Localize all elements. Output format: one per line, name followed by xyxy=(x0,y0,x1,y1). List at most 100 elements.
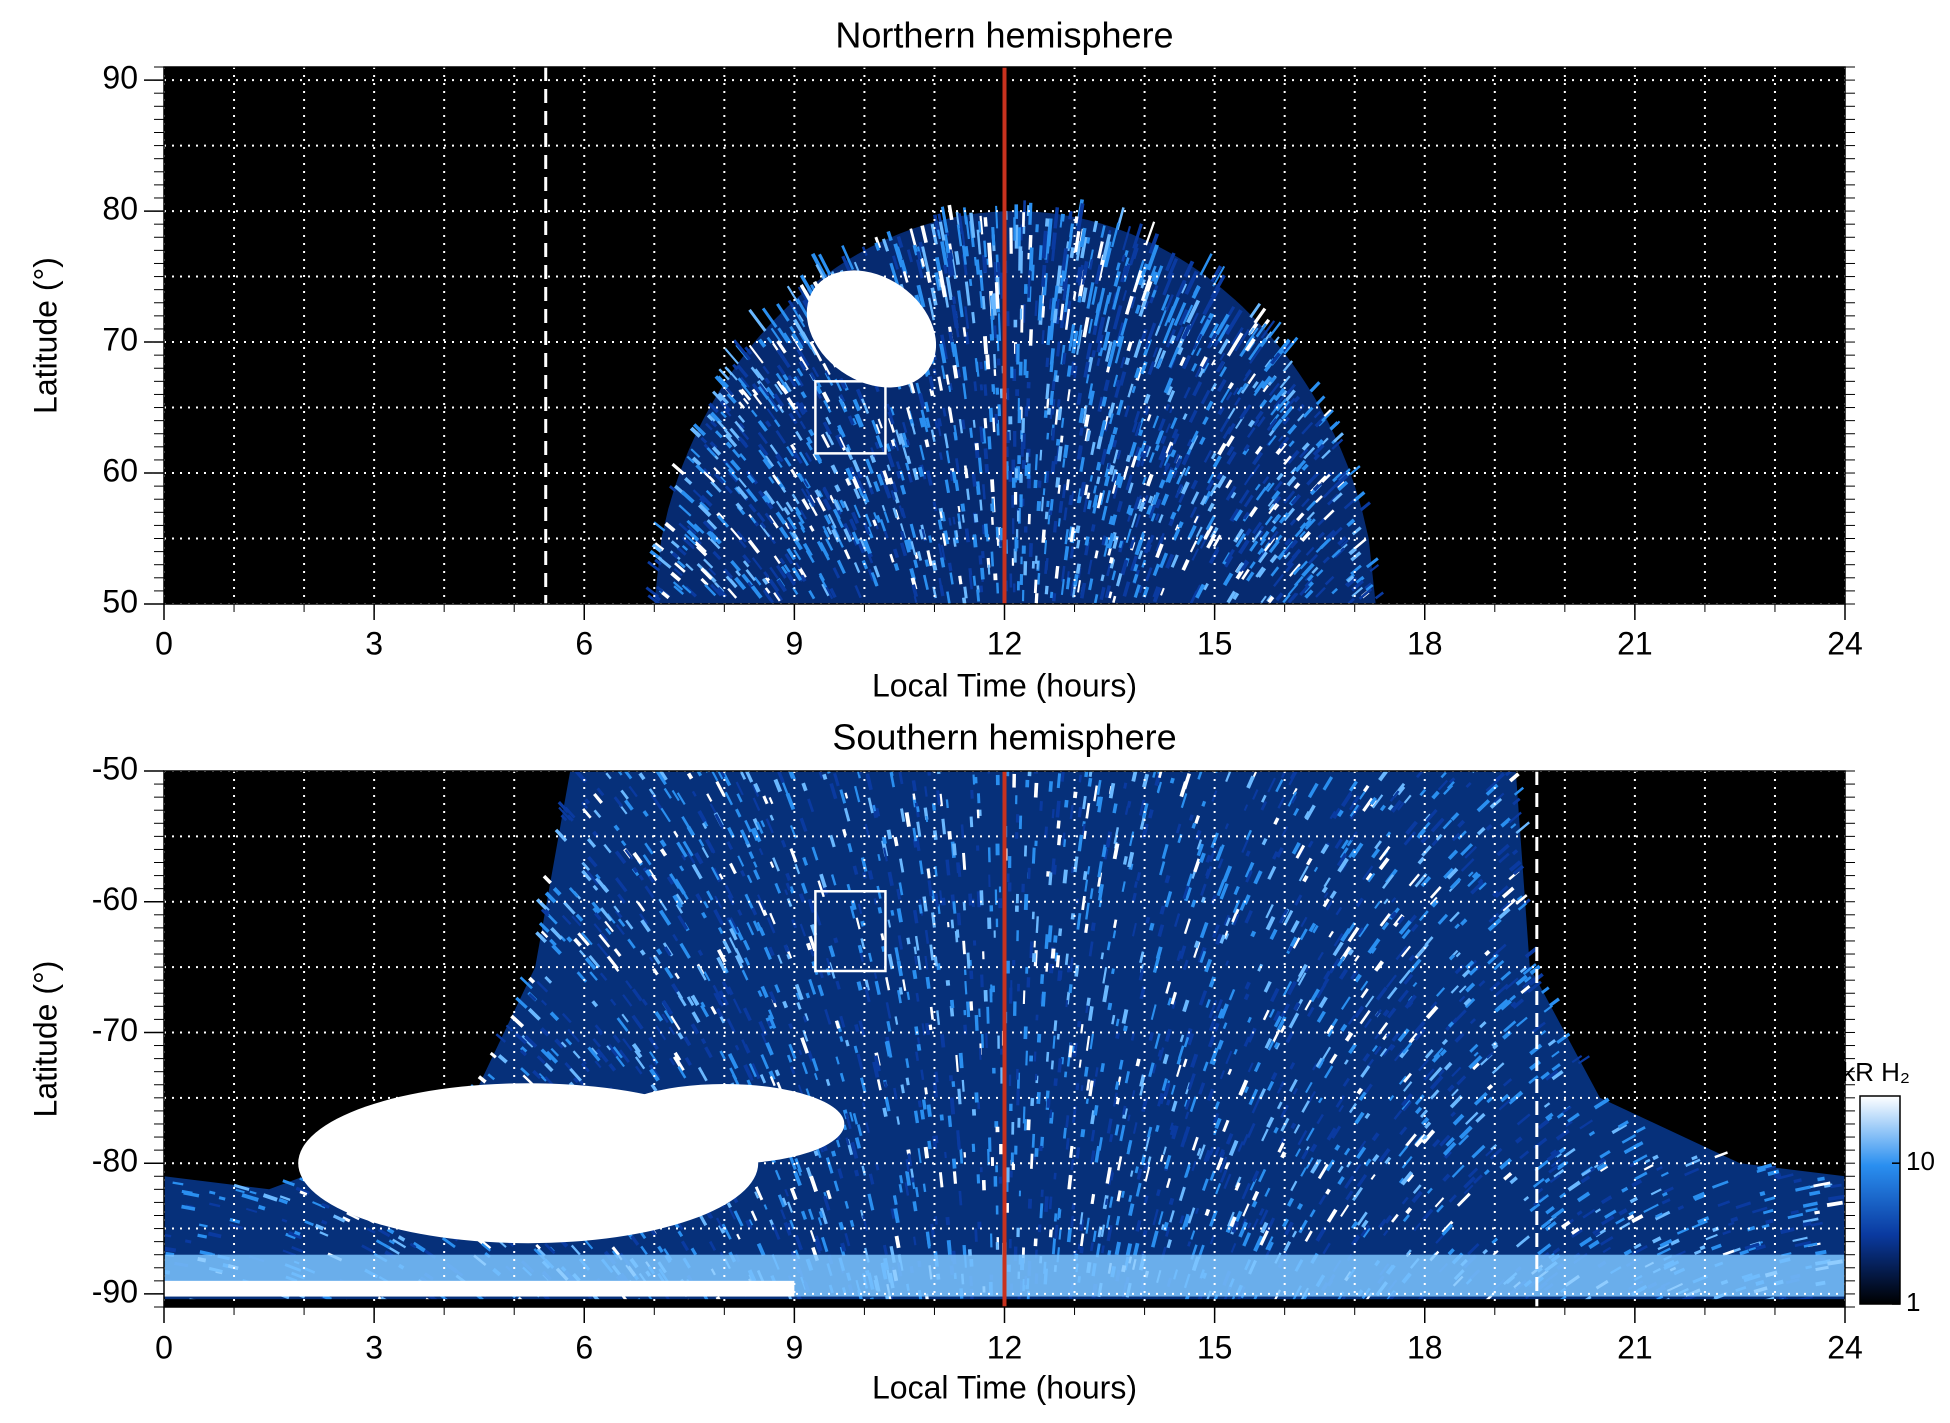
emission-streak xyxy=(1086,997,1091,1007)
emission-streak xyxy=(1188,409,1198,423)
emission-streak xyxy=(1121,1009,1129,1024)
emission-streak xyxy=(1038,245,1043,261)
emission-streak xyxy=(1244,1086,1250,1094)
emission-streak xyxy=(926,470,933,486)
emission-streak xyxy=(1108,591,1113,599)
emission-streak xyxy=(551,944,562,956)
emission-streak xyxy=(717,926,724,935)
emission-streak xyxy=(1169,777,1175,784)
emission-streak xyxy=(1079,456,1085,472)
emission-streak xyxy=(894,1016,899,1025)
emission-streak xyxy=(905,1170,912,1186)
emission-streak xyxy=(706,890,714,901)
emission-streak xyxy=(734,1044,740,1051)
emission-streak xyxy=(900,808,906,822)
emission-streak xyxy=(1094,264,1103,285)
emission-streak xyxy=(1138,799,1146,816)
emission-streak xyxy=(726,1202,732,1209)
emission-streak xyxy=(1193,858,1201,873)
emission-streak xyxy=(839,393,846,403)
emission-streak xyxy=(1040,496,1045,512)
emission-streak xyxy=(1277,797,1285,809)
emission-streak xyxy=(1076,539,1081,549)
emission-streak xyxy=(712,390,723,402)
emission-streak xyxy=(1060,771,1065,782)
emission-streak xyxy=(312,1201,326,1209)
emission-streak xyxy=(939,557,946,568)
emission-streak xyxy=(1076,1020,1082,1028)
emission-streak xyxy=(805,441,813,451)
emission-streak xyxy=(1092,1230,1097,1242)
emission-streak xyxy=(900,507,907,519)
emission-streak xyxy=(1266,418,1278,432)
emission-streak xyxy=(1145,567,1153,582)
emission-streak xyxy=(1145,473,1154,487)
emission-streak xyxy=(1102,331,1111,351)
emission-streak xyxy=(957,213,964,235)
emission-streak xyxy=(1492,943,1507,957)
emission-streak xyxy=(581,932,593,946)
emission-streak xyxy=(644,842,654,855)
emission-streak xyxy=(1336,955,1346,967)
emission-streak xyxy=(1369,796,1378,806)
emission-streak xyxy=(1171,1100,1178,1112)
emission-streak xyxy=(1787,1212,1804,1220)
emission-streak xyxy=(1101,535,1107,546)
emission-streak xyxy=(1357,927,1364,936)
emission-streak xyxy=(540,1027,550,1037)
emission-streak xyxy=(777,771,785,784)
emission-streak xyxy=(751,907,758,916)
emission-streak xyxy=(1070,1045,1075,1053)
emission-streak xyxy=(774,1169,781,1181)
emission-streak xyxy=(1321,409,1334,423)
emission-streak xyxy=(1049,1109,1053,1118)
emission-streak xyxy=(572,1077,580,1084)
emission-streak xyxy=(1116,500,1123,513)
emission-streak xyxy=(640,1245,648,1256)
emission-streak xyxy=(1408,954,1416,962)
emission-streak xyxy=(682,840,694,857)
emission-streak xyxy=(1442,819,1453,830)
emission-streak xyxy=(1372,1153,1380,1163)
emission-streak xyxy=(902,432,910,448)
emission-streak xyxy=(199,1250,213,1257)
emission-streak xyxy=(1224,1162,1230,1170)
emission-streak xyxy=(1056,341,1061,357)
emission-streak xyxy=(1656,1247,1671,1257)
emission-streak xyxy=(1116,1190,1122,1202)
emission-streak xyxy=(1343,791,1353,803)
emission-streak xyxy=(1304,1230,1313,1242)
emission-streak xyxy=(898,882,904,896)
emission-streak xyxy=(1472,1062,1480,1071)
emission-streak xyxy=(1631,1178,1643,1188)
emission-streak xyxy=(958,1052,964,1069)
emission-streak xyxy=(1129,243,1139,266)
emission-streak xyxy=(972,419,976,428)
emission-streak xyxy=(1268,382,1280,397)
emission-streak xyxy=(1306,471,1320,486)
emission-streak xyxy=(1300,916,1308,928)
emission-streak xyxy=(1417,856,1425,865)
emission-streak xyxy=(1100,1224,1106,1237)
emission-streak xyxy=(761,307,778,328)
emission-streak xyxy=(1499,999,1512,1011)
emission-streak xyxy=(862,539,872,555)
emission-streak xyxy=(1351,586,1364,598)
emission-streak xyxy=(291,1245,304,1253)
emission-streak xyxy=(1283,909,1294,926)
emission-streak xyxy=(1340,996,1351,1010)
emission-streak xyxy=(1369,564,1380,573)
emission-streak xyxy=(319,1231,329,1237)
emission-streak xyxy=(899,523,907,539)
emission-streak xyxy=(550,1047,560,1057)
emission-streak xyxy=(824,1009,832,1025)
emission-streak xyxy=(1295,512,1305,522)
emission-streak xyxy=(1086,236,1091,244)
emission-streak xyxy=(1305,546,1315,556)
emission-streak xyxy=(1517,902,1527,911)
emission-streak xyxy=(1134,1166,1139,1174)
emission-streak xyxy=(1219,366,1228,378)
emission-streak xyxy=(1803,1242,1818,1248)
emission-streak xyxy=(1138,291,1150,317)
emission-streak xyxy=(1216,879,1226,897)
